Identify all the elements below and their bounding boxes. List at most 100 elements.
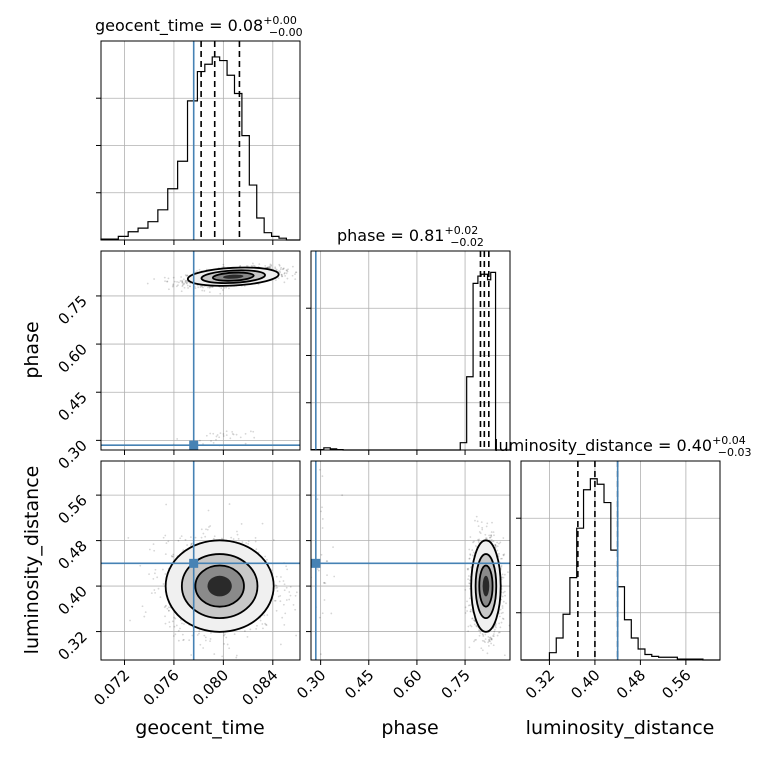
sample-point <box>164 615 166 618</box>
sample-point <box>191 542 194 545</box>
sample-point <box>281 275 284 278</box>
sample-point <box>321 518 324 520</box>
sample-point <box>471 554 474 557</box>
sample-point <box>502 576 505 579</box>
sample-point <box>502 591 505 594</box>
sample-point <box>308 608 310 610</box>
sample-point <box>276 586 279 589</box>
sample-point <box>500 557 502 560</box>
sample-point <box>280 273 283 276</box>
sample-point <box>316 498 319 501</box>
sample-point <box>226 643 229 646</box>
sample-point <box>209 525 212 527</box>
sample-point <box>477 629 480 632</box>
sample-point <box>279 271 282 274</box>
sample-point <box>199 643 202 646</box>
x-tick-labels-luminosity-distance: 0.32 0.40 0.48 0.56 <box>522 666 695 702</box>
sample-point <box>235 654 238 657</box>
sample-point <box>154 591 157 594</box>
sample-point <box>254 540 257 543</box>
sample-point <box>174 633 177 636</box>
sample-point <box>484 641 486 644</box>
sample-point <box>182 639 185 642</box>
y-axis-label-luminosity-distance: luminosity_distance <box>21 466 43 655</box>
x-tick-label: 0.48 <box>613 666 649 702</box>
sample-point <box>504 573 506 576</box>
x-tick-label: 0.080 <box>189 666 232 709</box>
sample-point <box>165 604 167 607</box>
sample-point <box>283 272 286 275</box>
sample-point <box>187 287 189 289</box>
sample-point <box>279 594 282 597</box>
sample-point <box>232 538 235 540</box>
sample-point <box>153 589 156 591</box>
sample-point <box>476 520 479 523</box>
sample-point <box>161 568 164 571</box>
sample-point <box>275 609 278 612</box>
sample-point <box>475 624 478 627</box>
sample-point <box>191 634 194 637</box>
sample-point <box>468 557 471 560</box>
sample-point <box>470 625 473 628</box>
sample-point <box>502 618 505 620</box>
sample-point <box>203 289 206 292</box>
sample-point <box>252 264 255 267</box>
x-tick-label: 0.084 <box>239 666 282 709</box>
sample-point <box>501 607 504 609</box>
sample-point <box>294 271 297 274</box>
sample-point <box>164 605 167 608</box>
sample-point <box>167 540 170 543</box>
sample-point <box>284 612 287 615</box>
sample-point <box>278 580 281 583</box>
sample-point <box>212 432 215 435</box>
sample-point <box>320 510 322 513</box>
sample-point <box>166 280 169 283</box>
sample-point <box>230 536 233 539</box>
sample-point <box>498 622 501 625</box>
sample-point <box>487 635 490 638</box>
sample-point <box>485 525 488 528</box>
sample-point <box>267 266 270 269</box>
sample-point <box>285 272 288 275</box>
sample-point <box>185 280 188 282</box>
density-level-3 <box>223 274 244 279</box>
hist-geocent-time-panel <box>96 40 301 245</box>
sample-point <box>466 600 468 603</box>
sample-point <box>240 523 243 525</box>
sample-point <box>189 285 191 288</box>
sample-point <box>199 286 202 288</box>
sample-point <box>239 436 242 439</box>
sample-point <box>225 434 228 437</box>
sample-point <box>265 623 267 626</box>
sample-point <box>251 262 254 265</box>
sample-point <box>255 548 258 551</box>
sample-point <box>177 284 179 287</box>
scatter-geocent-time-phase-panel <box>96 250 301 455</box>
sample-point <box>182 278 185 281</box>
sample-point <box>492 540 495 543</box>
sample-point <box>321 527 324 529</box>
sample-point <box>468 597 471 600</box>
sample-point <box>216 434 219 436</box>
sample-point <box>265 624 268 627</box>
sample-point <box>287 268 289 271</box>
sample-point <box>282 603 285 606</box>
x-tick-label: 0.60 <box>389 666 425 702</box>
sample-point <box>484 638 487 641</box>
sample-point <box>232 433 235 436</box>
sample-point <box>478 541 480 544</box>
sample-point <box>473 623 476 626</box>
sample-point <box>274 599 277 602</box>
sample-point <box>220 537 223 540</box>
sample-point <box>247 542 250 545</box>
sample-point <box>171 620 174 623</box>
sample-point <box>241 541 244 543</box>
sample-point <box>127 537 130 539</box>
histogram-step-luminosity_distance <box>521 478 720 661</box>
sample-point <box>177 281 180 284</box>
sample-point <box>179 537 182 540</box>
hist-luminosity-distance-panel <box>516 460 721 665</box>
sample-point <box>501 557 503 560</box>
sample-point <box>209 640 211 643</box>
sample-point <box>477 540 480 542</box>
